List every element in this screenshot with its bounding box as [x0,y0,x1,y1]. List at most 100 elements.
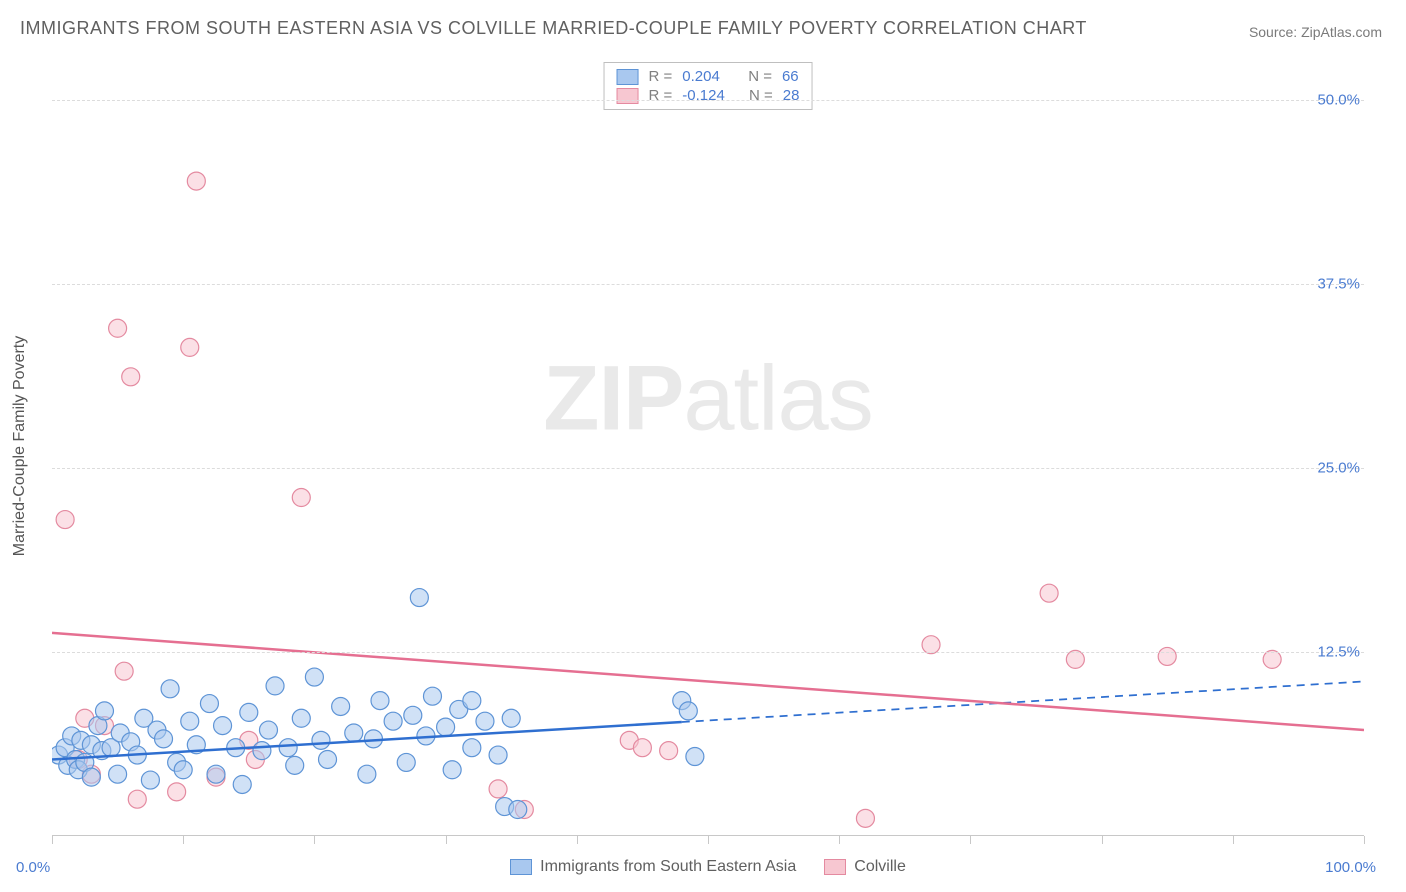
data-point [141,771,159,789]
swatch-series2-bottom [824,859,846,875]
data-point [56,511,74,529]
data-point [489,780,507,798]
grid-line [52,284,1364,285]
correlation-chart: Married-Couple Family Poverty ZIPatlas R… [52,56,1364,836]
y-axis-tick-label: 50.0% [1305,92,1360,109]
data-point [319,750,337,768]
data-point [240,703,258,721]
y-axis-tick-label: 12.5% [1305,644,1360,661]
data-point [207,765,225,783]
data-point [404,706,422,724]
data-point [397,753,415,771]
x-axis-tick [446,836,447,844]
r-value-series1: 0.204 [682,68,720,85]
trend-line [52,722,682,759]
legend-item-series2: Colville [824,858,906,876]
data-point [122,368,140,386]
data-point [266,677,284,695]
legend-row-series1: R = 0.204 N = 66 [617,67,800,86]
legend-label-series1: Immigrants from South Eastern Asia [540,858,796,876]
data-point [181,338,199,356]
data-point [410,589,428,607]
data-point [286,756,304,774]
data-point [1263,650,1281,668]
data-point [279,739,297,757]
x-axis-tick [1233,836,1234,844]
data-point [233,775,251,793]
legend-label-series2: Colville [854,858,906,876]
data-point [476,712,494,730]
x-axis-tick [1102,836,1103,844]
data-point [95,702,113,720]
x-axis-label-min: 0.0% [16,859,50,876]
r-label: R = [649,87,673,104]
data-point [371,692,389,710]
plot-area: ZIPatlas R = 0.204 N = 66 R = -0.124 N =… [52,56,1364,836]
legend-bottom: Immigrants from South Eastern Asia Colvi… [52,858,1364,876]
data-point [463,739,481,757]
n-value-series2: 28 [783,87,800,104]
data-point [174,761,192,779]
data-point [443,761,461,779]
n-value-series1: 66 [782,68,799,85]
data-point [437,718,455,736]
data-point [922,636,940,654]
data-point [1066,650,1084,668]
x-axis-tick [577,836,578,844]
legend-row-series2: R = -0.124 N = 28 [617,86,800,105]
data-point [502,709,520,727]
data-point [1158,647,1176,665]
r-label: R = [649,68,673,85]
legend-item-series1: Immigrants from South Eastern Asia [510,858,796,876]
data-point [305,668,323,686]
chart-title: IMMIGRANTS FROM SOUTH EASTERN ASIA VS CO… [20,18,1087,39]
y-axis-title: Married-Couple Family Poverty [11,336,29,557]
scatter-svg [52,56,1364,836]
data-point [509,801,527,819]
data-point [128,790,146,808]
data-point [161,680,179,698]
data-point [259,721,277,739]
data-point [292,709,310,727]
data-point [686,748,704,766]
swatch-series1 [617,69,639,85]
y-axis-tick-label: 37.5% [1305,276,1360,293]
data-point [489,746,507,764]
data-point [214,717,232,735]
data-point [660,742,678,760]
data-point [423,687,441,705]
data-point [633,739,651,757]
data-point [292,489,310,507]
grid-line [52,652,1364,653]
data-point [109,319,127,337]
data-point [253,742,271,760]
data-point [187,172,205,190]
data-point [181,712,199,730]
x-axis-tick [839,836,840,844]
swatch-series1-bottom [510,859,532,875]
x-axis-tick [314,836,315,844]
data-point [168,783,186,801]
legend-correlation-box: R = 0.204 N = 66 R = -0.124 N = 28 [604,62,813,110]
x-axis-label-max: 100.0% [1325,859,1376,876]
data-point [109,765,127,783]
data-point [1040,584,1058,602]
x-axis-tick [1364,836,1365,844]
data-point [115,662,133,680]
data-point [155,730,173,748]
data-point [679,702,697,720]
grid-line [52,100,1364,101]
data-point [82,768,100,786]
x-axis-tick [708,836,709,844]
r-value-series2: -0.124 [682,87,725,104]
data-point [358,765,376,783]
y-axis-tick-label: 25.0% [1305,460,1360,477]
data-point [463,692,481,710]
data-point [345,724,363,742]
data-point [200,695,218,713]
grid-line [52,468,1364,469]
n-label: N = [748,68,772,85]
data-point [332,697,350,715]
x-axis-tick [970,836,971,844]
n-label: N = [749,87,773,104]
